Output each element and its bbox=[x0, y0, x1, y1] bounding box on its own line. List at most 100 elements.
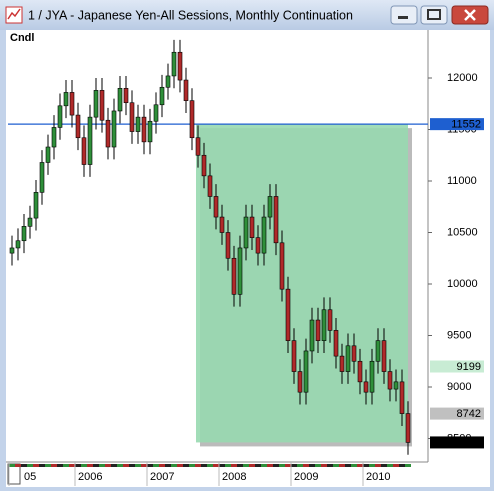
y-tick-label: 10000 bbox=[447, 278, 478, 290]
x-tick-label: 05 bbox=[24, 471, 36, 483]
candle-body bbox=[399, 381, 405, 414]
time-strip bbox=[189, 464, 195, 467]
time-strip bbox=[87, 464, 93, 467]
candle-body bbox=[387, 371, 393, 390]
time-strip bbox=[333, 464, 339, 467]
candle-body bbox=[333, 330, 339, 357]
candle-body bbox=[357, 360, 363, 383]
time-strip bbox=[303, 464, 309, 467]
time-strip bbox=[69, 464, 75, 467]
candle-body bbox=[261, 216, 267, 254]
candle-body bbox=[51, 127, 57, 148]
price-label-box bbox=[430, 360, 484, 373]
candle-body bbox=[33, 192, 39, 219]
candle-body bbox=[339, 355, 345, 372]
candle-body bbox=[129, 102, 135, 132]
candle-body bbox=[135, 116, 141, 132]
candle-body bbox=[93, 90, 99, 118]
candle-body bbox=[141, 116, 147, 143]
x-tick-label: 2006 bbox=[78, 471, 102, 483]
close-button[interactable] bbox=[451, 5, 489, 25]
maximize-button[interactable] bbox=[420, 5, 448, 25]
y-tick-label: 9500 bbox=[447, 329, 471, 341]
x-tick-label: 2007 bbox=[150, 471, 174, 483]
candle-body bbox=[21, 226, 27, 242]
candle-body bbox=[87, 116, 93, 165]
time-strip bbox=[327, 464, 333, 467]
minimize-button[interactable] bbox=[390, 5, 418, 25]
candle-body bbox=[279, 242, 285, 290]
candle-body bbox=[39, 162, 45, 193]
x-tick-label: 2009 bbox=[294, 471, 318, 483]
time-strip bbox=[51, 464, 57, 467]
candle-body bbox=[285, 288, 291, 341]
time-strip bbox=[225, 464, 231, 467]
candle-body bbox=[243, 216, 249, 249]
candle-body bbox=[105, 119, 111, 148]
candle-body bbox=[273, 196, 279, 244]
time-strip bbox=[267, 464, 273, 467]
candle-body bbox=[321, 309, 327, 341]
price-label-box bbox=[430, 407, 484, 420]
candle-body bbox=[69, 92, 75, 116]
candle-body bbox=[219, 216, 225, 233]
candle-body bbox=[75, 114, 81, 139]
time-strip bbox=[279, 464, 285, 467]
time-strip bbox=[45, 464, 51, 467]
time-strip bbox=[387, 464, 393, 467]
time-strip bbox=[177, 464, 183, 467]
time-strip bbox=[393, 464, 399, 467]
time-strip bbox=[135, 464, 141, 467]
candle-body bbox=[9, 247, 15, 254]
chart-label: Cndl bbox=[10, 32, 34, 44]
candle-body bbox=[351, 345, 357, 362]
candle-body bbox=[291, 340, 297, 372]
candle-body bbox=[267, 196, 273, 218]
candle-body bbox=[45, 146, 51, 163]
candle-body bbox=[123, 88, 129, 104]
y-tick-label: 11000 bbox=[447, 175, 477, 187]
candle-body bbox=[309, 319, 315, 352]
candle-body bbox=[297, 371, 303, 393]
time-strip bbox=[15, 464, 21, 467]
time-strip bbox=[159, 464, 165, 467]
candle-body bbox=[303, 350, 309, 393]
time-strip bbox=[399, 464, 405, 467]
time-strip bbox=[351, 464, 357, 467]
time-strip bbox=[111, 464, 117, 467]
time-strip bbox=[321, 464, 327, 467]
time-strip bbox=[243, 464, 249, 467]
candle-body bbox=[81, 137, 87, 165]
time-strip bbox=[57, 464, 63, 467]
candle-body bbox=[249, 216, 255, 238]
time-strip bbox=[153, 464, 159, 467]
time-strip bbox=[381, 464, 387, 467]
time-strip bbox=[345, 464, 351, 467]
candle-body bbox=[345, 345, 351, 372]
candle-body bbox=[195, 137, 201, 156]
y-tick-label: 9000 bbox=[447, 381, 471, 393]
time-strip bbox=[273, 464, 279, 467]
window-title: 1 / JYA - Japanese Yen-All Sessions, Mon… bbox=[28, 8, 353, 22]
time-strip bbox=[309, 464, 315, 467]
time-strip bbox=[117, 464, 123, 467]
candle-body bbox=[231, 257, 237, 295]
candle-body bbox=[189, 100, 195, 139]
x-tick-label: 2010 bbox=[366, 471, 390, 483]
time-strip bbox=[339, 464, 345, 467]
price-label: 9199 bbox=[457, 361, 481, 373]
candle-body bbox=[207, 175, 213, 197]
time-strip bbox=[171, 464, 177, 467]
time-strip bbox=[297, 464, 303, 467]
candle-body bbox=[363, 381, 369, 393]
time-strip bbox=[165, 464, 171, 467]
time-strip bbox=[129, 464, 135, 467]
time-strip bbox=[357, 464, 363, 467]
candle-body bbox=[159, 86, 165, 106]
candle-body bbox=[255, 237, 261, 254]
time-strip bbox=[9, 464, 15, 467]
candle-body bbox=[369, 360, 375, 393]
time-strip bbox=[207, 464, 213, 467]
time-strip bbox=[141, 464, 147, 467]
time-strip bbox=[75, 464, 81, 467]
